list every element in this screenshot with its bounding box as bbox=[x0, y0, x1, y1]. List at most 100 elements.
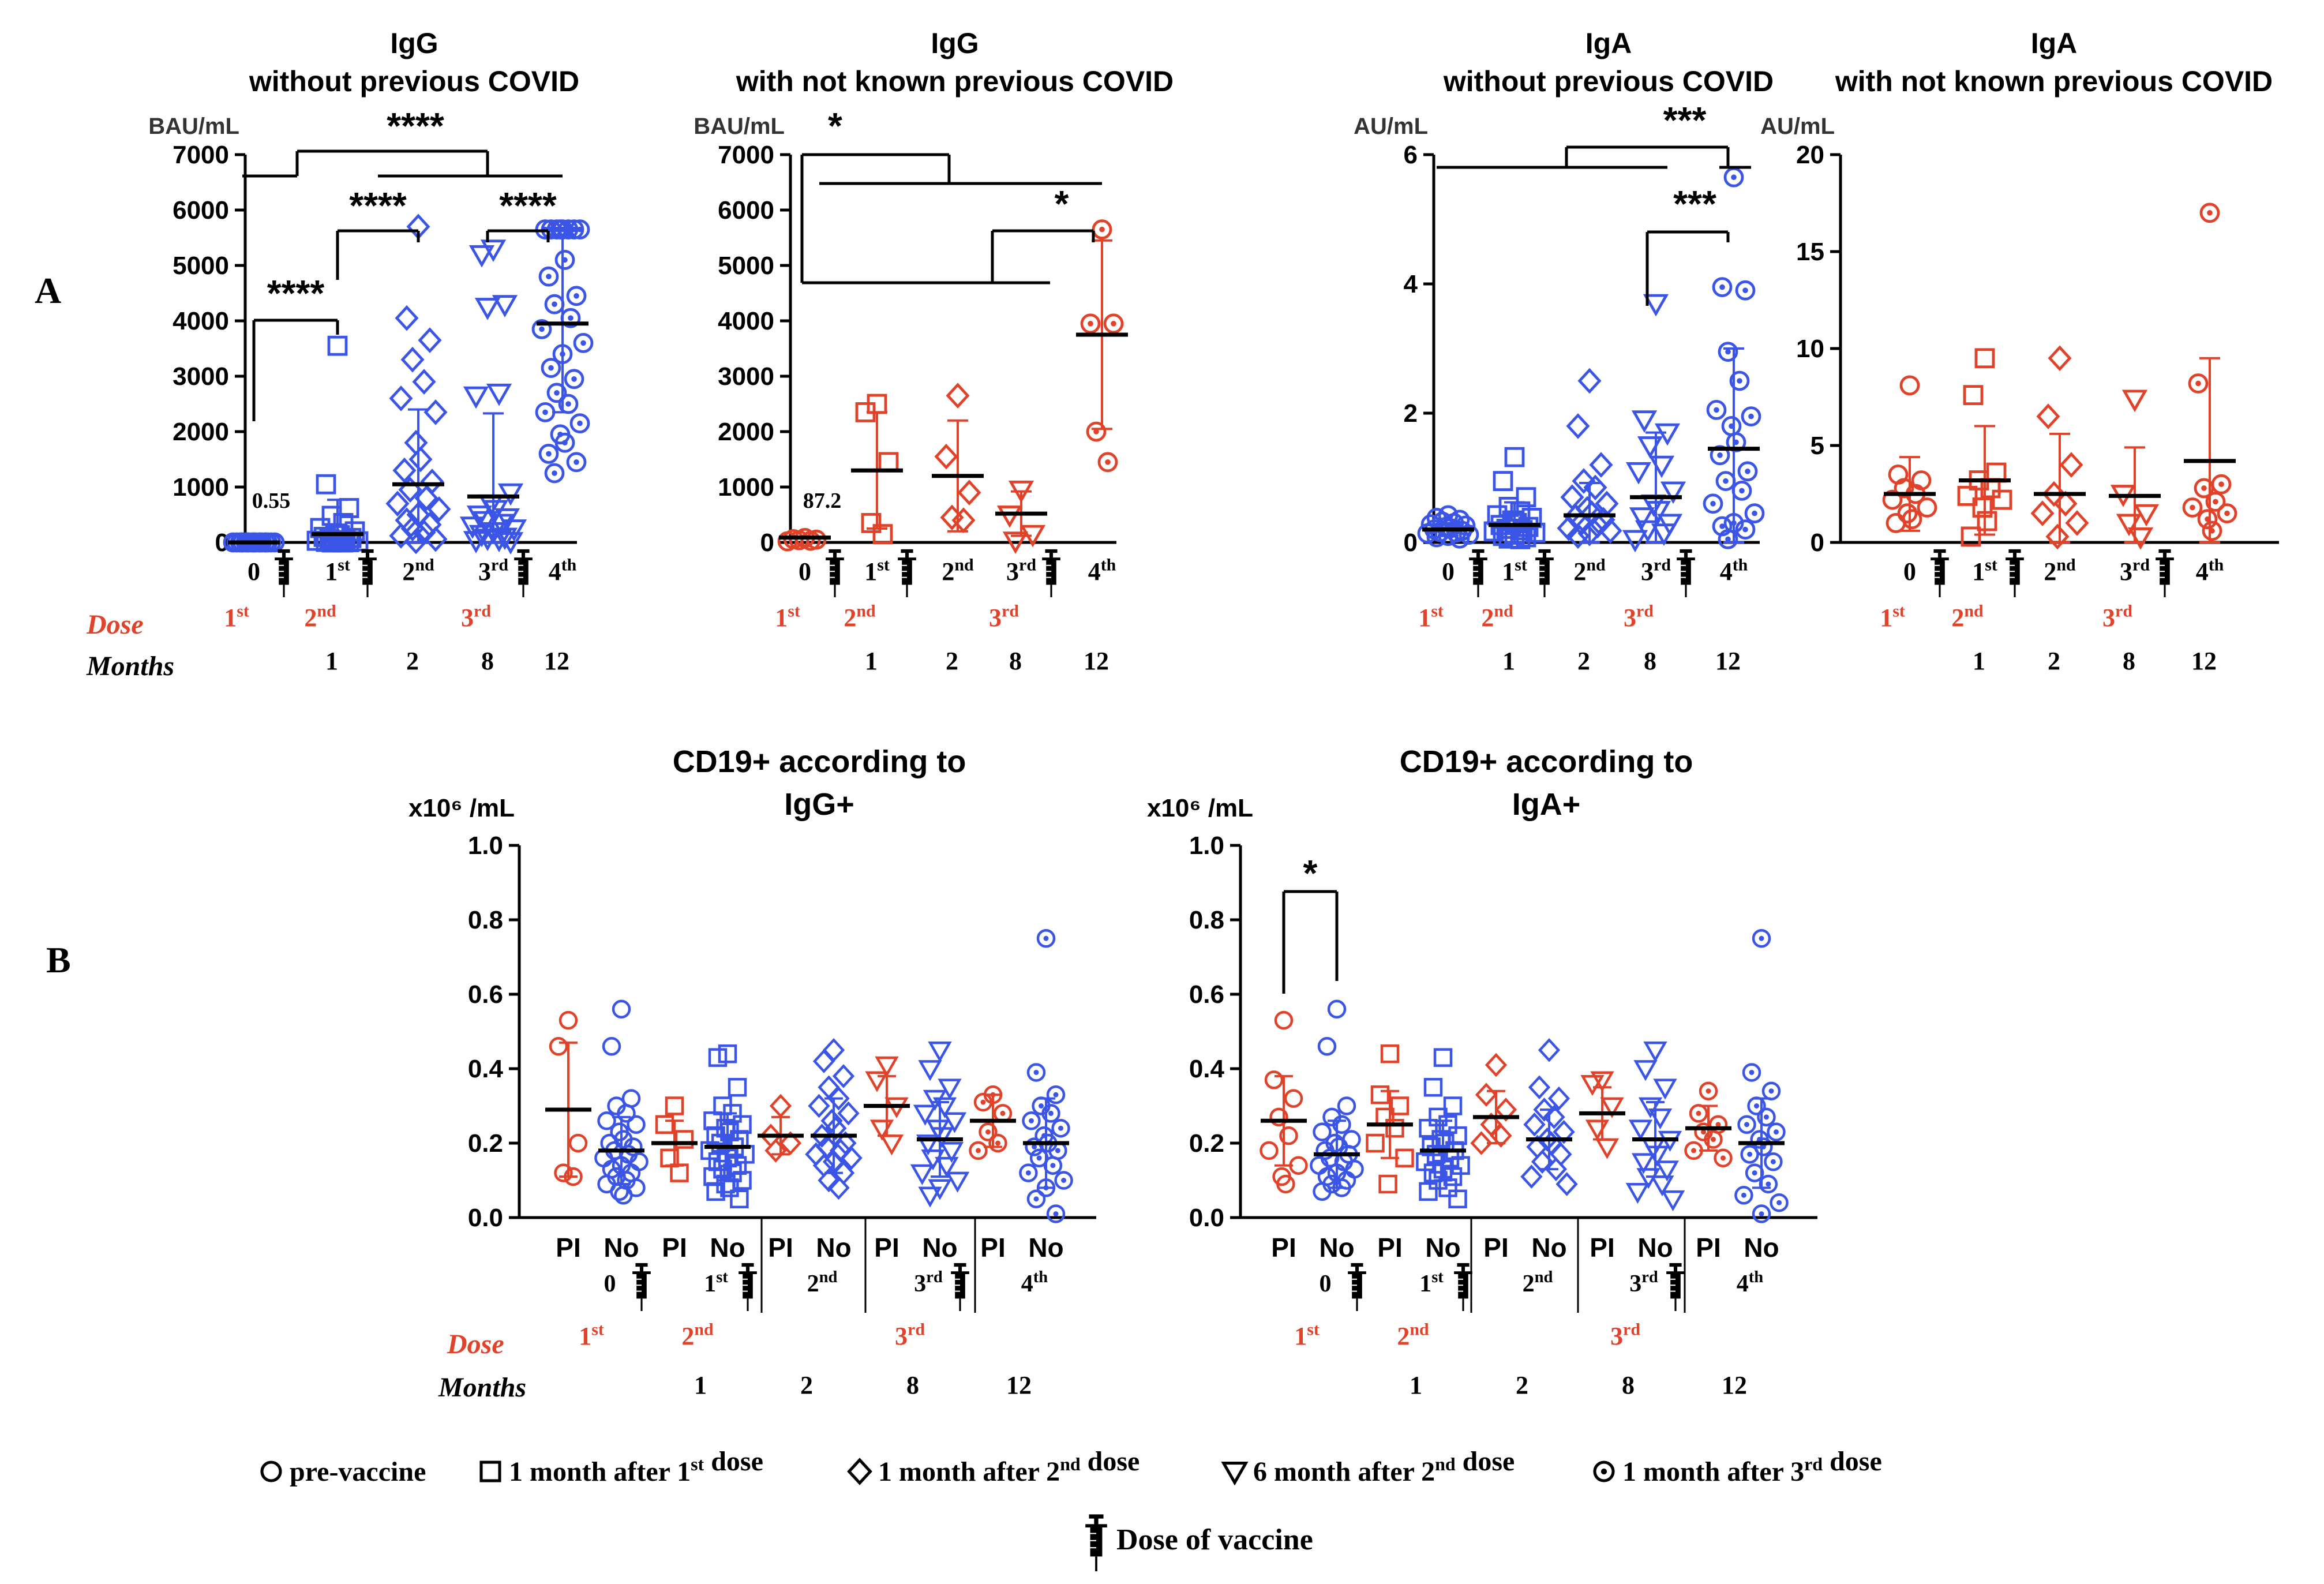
legend-text-part: dose bbox=[704, 1446, 763, 1477]
point-marker bbox=[569, 219, 590, 240]
point-dot bbox=[552, 301, 557, 307]
point-marker bbox=[1974, 348, 1995, 369]
data-point bbox=[408, 446, 433, 473]
series-3rd bbox=[2109, 390, 2161, 550]
data-point bbox=[1752, 929, 1771, 948]
point-dot bbox=[573, 293, 579, 299]
syringe-barrel bbox=[279, 559, 289, 585]
data-point bbox=[1438, 1178, 1457, 1197]
points bbox=[934, 383, 981, 533]
legend-vaccine: Dose of vaccine bbox=[1085, 1514, 1313, 1571]
point-marker bbox=[1313, 1182, 1332, 1201]
ordinal-number: 2 bbox=[1397, 1322, 1410, 1350]
point-dot bbox=[1033, 1196, 1039, 1202]
point-marker bbox=[1086, 421, 1107, 442]
data-point bbox=[674, 1130, 694, 1149]
point-dot bbox=[1048, 1110, 1054, 1116]
group-label: PI bbox=[1377, 1233, 1402, 1263]
ordinal-suffix: st bbox=[1515, 555, 1527, 574]
data-point bbox=[1625, 462, 1652, 485]
legend-item: 1 month after 2nd dose bbox=[847, 1446, 1139, 1487]
point-marker bbox=[1742, 1063, 1761, 1082]
syringe-icon bbox=[1535, 549, 1554, 597]
data-point bbox=[1897, 503, 1918, 523]
data-point bbox=[1494, 1098, 1517, 1122]
points bbox=[655, 1096, 694, 1182]
point-marker bbox=[549, 1037, 568, 1056]
point-marker bbox=[824, 1116, 847, 1141]
ordinal-number: 3 bbox=[2120, 557, 2132, 586]
point-marker bbox=[2205, 492, 2226, 512]
month-label: 8 bbox=[1644, 647, 1656, 675]
ordinal-number: 1 bbox=[1972, 557, 1985, 586]
point-marker bbox=[1543, 1105, 1565, 1129]
point-marker bbox=[423, 399, 448, 425]
point-marker bbox=[2194, 478, 2214, 499]
y-tick-label: 20 bbox=[1796, 141, 1824, 169]
point-marker bbox=[1566, 523, 1590, 549]
point-marker bbox=[546, 383, 567, 403]
data-point bbox=[934, 443, 958, 470]
point-marker bbox=[427, 496, 451, 522]
data-point bbox=[939, 1142, 964, 1163]
ordinal-suffix: rd bbox=[1636, 601, 1654, 620]
data-point bbox=[1637, 436, 1663, 459]
ordinal-number: 1 bbox=[1294, 1322, 1307, 1350]
point-dot bbox=[1749, 1069, 1755, 1075]
data-point bbox=[614, 1186, 633, 1205]
data-point bbox=[1019, 525, 1046, 548]
point-marker bbox=[2199, 203, 2220, 223]
data-point bbox=[2127, 527, 2154, 550]
point-marker bbox=[660, 1148, 679, 1168]
point-marker bbox=[1332, 1115, 1351, 1134]
ordinal-suffix: rd bbox=[1019, 555, 1036, 574]
legend-text-part: 1 month after bbox=[878, 1456, 1046, 1487]
group-label: No bbox=[1744, 1233, 1779, 1263]
points bbox=[1734, 929, 1789, 1223]
syringe-icon bbox=[2006, 549, 2024, 597]
data-point bbox=[2065, 510, 2089, 536]
data-point bbox=[878, 452, 899, 473]
data-point bbox=[316, 474, 336, 495]
data-point bbox=[544, 463, 565, 484]
syringe-icon bbox=[358, 549, 377, 597]
y-tick-label: 0.8 bbox=[1189, 906, 1224, 934]
chart-subtitle: with not known previous COVID bbox=[1835, 65, 2273, 98]
data-point bbox=[1284, 1089, 1303, 1108]
point-marker bbox=[1600, 1097, 1624, 1118]
point-marker bbox=[1385, 1118, 1404, 1138]
data-point bbox=[706, 1182, 725, 1201]
data-point bbox=[1593, 1461, 1615, 1482]
median-label: 87.2 bbox=[803, 489, 842, 513]
dose-label: 1st bbox=[224, 601, 249, 632]
point-marker bbox=[1894, 478, 1914, 499]
month-label: 8 bbox=[1009, 647, 1022, 675]
data-point bbox=[1580, 1074, 1605, 1096]
data-point bbox=[392, 457, 417, 484]
data-point bbox=[932, 1097, 957, 1118]
ordinal-number: 2 bbox=[1573, 557, 1586, 586]
point-marker bbox=[1289, 1156, 1308, 1175]
point-dot bbox=[1768, 1088, 1774, 1094]
point-marker bbox=[2188, 373, 2209, 394]
points bbox=[1684, 1081, 1733, 1168]
data-point bbox=[1378, 1174, 1397, 1194]
ordinal-number: 3 bbox=[895, 1322, 908, 1350]
point-marker bbox=[463, 531, 489, 553]
dose-label: 3rd bbox=[461, 601, 491, 632]
dose-label: 3rd bbox=[2102, 601, 2132, 632]
point-marker bbox=[1419, 1118, 1438, 1138]
point-marker bbox=[837, 1101, 860, 1126]
legend-text-part: 2 bbox=[1421, 1456, 1435, 1487]
ordinal-number: 1 bbox=[1419, 1271, 1431, 1297]
ordinal-number: 3 bbox=[461, 604, 474, 632]
point-marker bbox=[820, 1109, 843, 1133]
y-tick-label: 5 bbox=[1811, 432, 1824, 460]
ordinal-number: 3 bbox=[1641, 557, 1654, 586]
point-marker bbox=[1036, 1178, 1056, 1197]
data-point bbox=[1757, 1107, 1776, 1127]
y-tick-label: 0 bbox=[1404, 529, 1418, 557]
point-marker bbox=[554, 432, 575, 453]
point-marker bbox=[544, 463, 565, 484]
